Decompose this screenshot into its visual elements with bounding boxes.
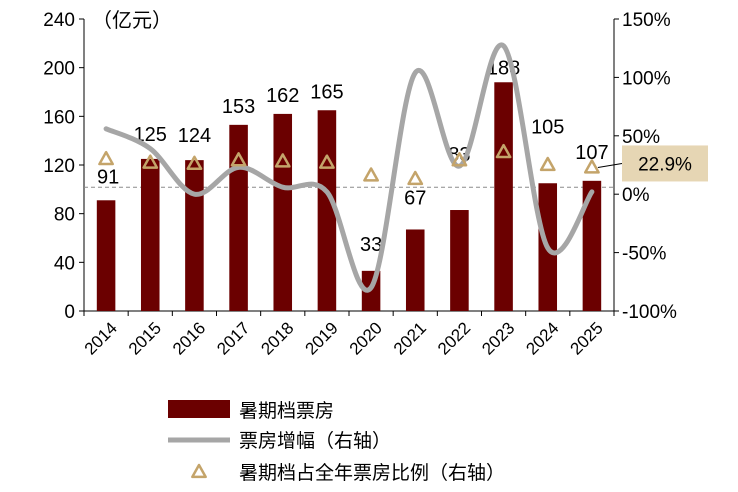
- share-marker: [584, 159, 600, 174]
- left-tick-label: 200: [43, 59, 75, 80]
- x-tick-label: 2024: [522, 318, 562, 358]
- bar-value-label: 124: [178, 125, 211, 147]
- share-marker: [451, 152, 468, 167]
- bar: [273, 113, 293, 312]
- legend-swatch-bar: [168, 400, 230, 418]
- x-tick-label: 2020: [346, 318, 386, 358]
- x-tick-label: 2016: [169, 318, 209, 358]
- bar-value-label: 67: [404, 187, 426, 209]
- x-tick-label: 2014: [81, 318, 121, 358]
- legend-label-bar: 暑期档票房: [239, 400, 334, 422]
- bar: [96, 200, 116, 311]
- x-tick-label: 2019: [302, 318, 342, 358]
- x-tick-label: 2017: [213, 318, 253, 358]
- legend-label-marker: 暑期档占全年票房比例（右轴）: [239, 462, 505, 484]
- legend-swatch-marker: [191, 463, 207, 479]
- bar: [317, 110, 337, 311]
- right-tick-label: 100%: [622, 68, 671, 89]
- bar-value-label: 125: [134, 124, 167, 146]
- left-tick-label: 120: [43, 156, 75, 177]
- bar: [494, 82, 513, 312]
- x-tick-label: 2015: [125, 318, 165, 358]
- right-tick-label: 150%: [622, 10, 671, 31]
- share-marker: [407, 170, 424, 186]
- callout-leader: [597, 162, 623, 168]
- bar: [450, 210, 469, 311]
- bar: [405, 229, 425, 311]
- share-marker: [319, 154, 335, 169]
- bar: [185, 160, 204, 311]
- share-marker: [274, 153, 291, 168]
- left-tick-label: 160: [43, 107, 75, 128]
- bar-value-label: 107: [575, 142, 608, 164]
- growth-line: [103, 42, 595, 293]
- left-tick-label: 40: [54, 253, 75, 274]
- share-marker: [98, 150, 114, 166]
- callout-box: [622, 145, 708, 182]
- share-marker: [539, 156, 556, 172]
- legend-label-line: 票房增幅（右轴）: [239, 430, 391, 452]
- bar: [140, 158, 160, 311]
- bar-value-label: 162: [266, 85, 299, 107]
- share-marker: [186, 155, 203, 170]
- unit-label: （亿元）: [92, 9, 172, 32]
- x-tick-label: 2025: [567, 318, 607, 358]
- x-tick-label: 2018: [257, 318, 297, 358]
- x-tick-label: 2023: [478, 318, 518, 358]
- bar-value-label: 165: [310, 81, 343, 103]
- right-tick-label: -50%: [622, 244, 666, 265]
- left-tick-label: 0: [64, 302, 75, 323]
- bar-value-label: 105: [531, 116, 564, 138]
- callout-label: 22.9%: [638, 154, 692, 175]
- share-marker: [230, 152, 247, 167]
- left-tick-label: 80: [54, 205, 75, 226]
- bar-value-label: 33: [360, 234, 382, 256]
- x-tick-label: 2021: [390, 318, 430, 358]
- right-tick-label: 50%: [622, 127, 660, 148]
- x-tick-label: 2022: [434, 318, 474, 358]
- bar: [582, 180, 602, 311]
- share-marker: [495, 143, 512, 159]
- right-tick-label: 0%: [622, 185, 650, 206]
- bar-value-label: 153: [222, 96, 255, 118]
- share-marker: [142, 154, 159, 169]
- right-tick-label: -100%: [622, 302, 677, 323]
- share-marker: [363, 167, 379, 182]
- left-tick-label: 240: [43, 10, 75, 31]
- bar-value-label: 91: [97, 166, 119, 188]
